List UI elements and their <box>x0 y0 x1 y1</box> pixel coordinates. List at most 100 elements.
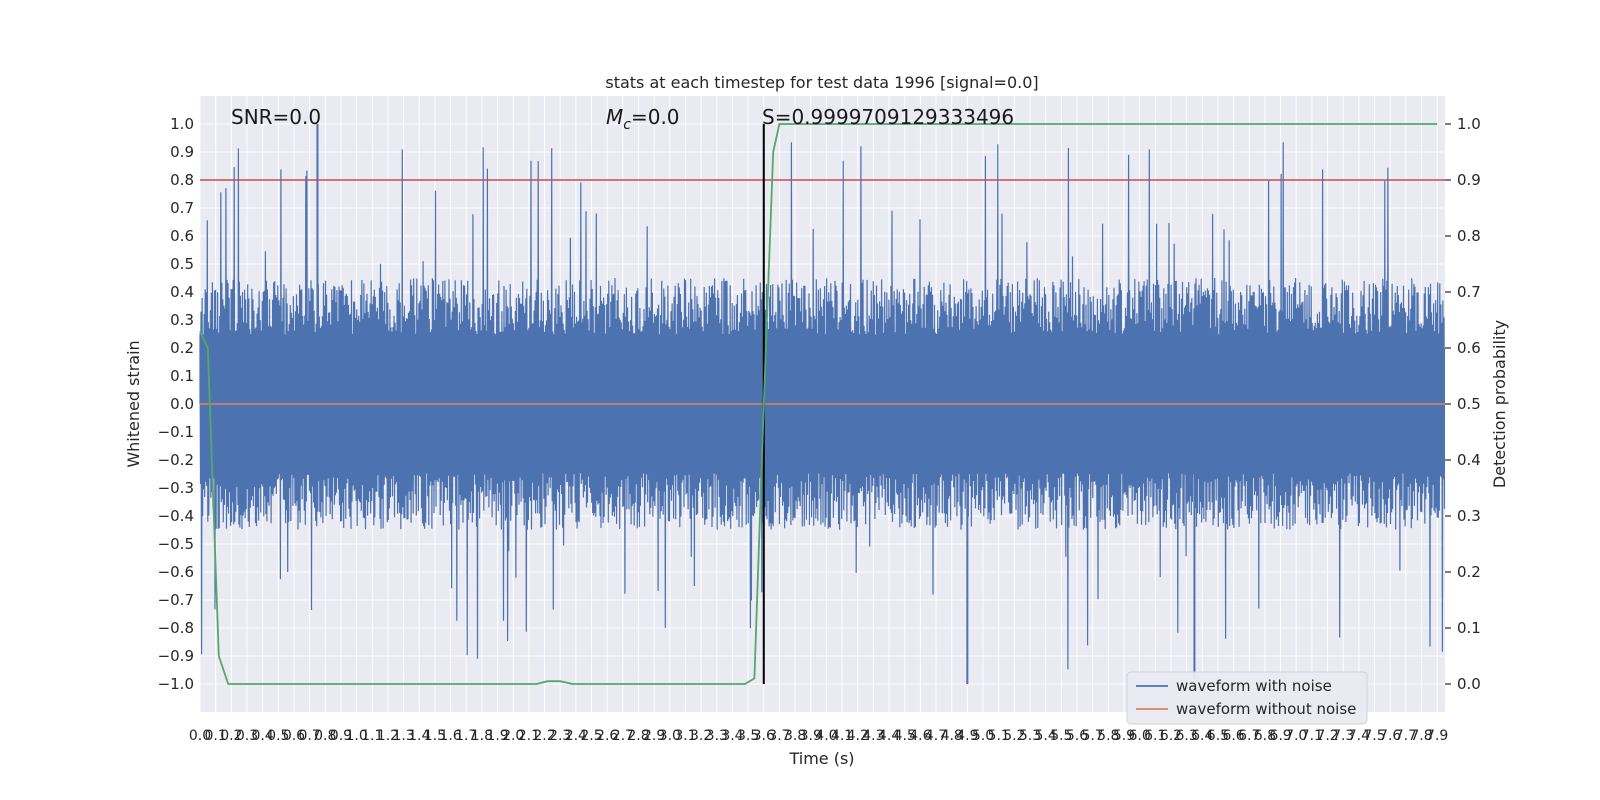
x-tick-label: 3.6 <box>753 728 775 744</box>
x-tick-label: 5.9 <box>1113 728 1135 744</box>
legend-label-noise: waveform with noise <box>1176 677 1332 695</box>
x-tick-label: 6.2 <box>1160 728 1182 744</box>
x-tick-label: 1.6 <box>439 728 461 744</box>
x-axis-label: Time (s) <box>788 749 854 768</box>
y-tick-label: −0.7 <box>158 591 194 609</box>
x-tick-label: 2.8 <box>627 728 649 744</box>
x-tick-label: 2.2 <box>533 728 555 744</box>
y2-tick-label: 0.6 <box>1457 339 1481 357</box>
x-tick-label: 4.2 <box>847 728 869 744</box>
x-tick-label: 1.9 <box>486 728 508 744</box>
legend-label-clean: waveform without noise <box>1176 700 1356 718</box>
x-tick-label: 1.1 <box>361 728 383 744</box>
y2-tick-label: 0.9 <box>1457 171 1481 189</box>
x-tick-label: 2.9 <box>643 728 665 744</box>
y-axis-label: Whitened strain <box>124 340 143 467</box>
x-tick-label: 4.3 <box>862 728 884 744</box>
y2-tick-label: 0.7 <box>1457 283 1481 301</box>
y-tick-label: 0.3 <box>170 311 194 329</box>
y-tick-label: −0.3 <box>158 479 194 497</box>
x-tick-label: 6.3 <box>1175 728 1197 744</box>
x-tick-label: 7.7 <box>1395 728 1417 744</box>
x-tick-label: 2.6 <box>596 728 618 744</box>
x-tick-label: 5.3 <box>1019 728 1041 744</box>
x-tick-label: 1.5 <box>424 728 446 744</box>
y2-tick-label: 0.0 <box>1457 675 1481 693</box>
y-tick-label: 0.5 <box>170 255 194 273</box>
series-probability-line <box>199 123 1438 685</box>
y-tick-label: −0.6 <box>158 563 194 581</box>
y2-ticks: 0.0 0.1 0.2 0.3 0.4 0.5 0.6 0.7 0.8 0.9 1.0 <box>1445 115 1481 693</box>
annotation-mc-symbol: M <box>606 105 623 129</box>
x-tick-label: 5.2 <box>1003 728 1025 744</box>
x-tick-label: 3.0 <box>659 728 681 744</box>
y2-axis-label: Detection probability <box>1490 320 1509 488</box>
x-tick-label: 3.7 <box>768 728 790 744</box>
x-tick-label: 0.8 <box>314 728 336 744</box>
x-tick-label: 3.1 <box>674 728 696 744</box>
x-tick-label: 3.3 <box>706 728 728 744</box>
series-noise-path <box>199 142 1446 670</box>
annotation-s: S=0.9999709129333496 <box>762 105 1014 129</box>
x-tick-label: 4.9 <box>956 728 978 744</box>
x-tick-label: 4.1 <box>831 728 853 744</box>
x-tick-label: 0.3 <box>236 728 258 744</box>
x-tick-label: 1.3 <box>392 728 414 744</box>
x-tick-label: 3.9 <box>800 728 822 744</box>
x-tick-label: 0.1 <box>205 728 227 744</box>
annotation-snr: SNR=0.0 <box>231 105 321 129</box>
x-tick-label: 5.7 <box>1082 728 1104 744</box>
y2-tick-label: 0.2 <box>1457 563 1481 581</box>
y-ticks: −1.0 −0.9 −0.8 −0.7 −0.6 −0.5 −0.4 −0.3 −0.2 −0.1… <box>158 115 194 693</box>
x-tick-label: 0.0 <box>189 728 211 744</box>
x-tick-label: 5.0 <box>972 728 994 744</box>
x-tick-label: 2.1 <box>518 728 540 744</box>
x-tick-label: 2.7 <box>612 728 634 744</box>
x-tick-label: 6.7 <box>1238 728 1260 744</box>
y-tick-label: −1.0 <box>158 675 194 693</box>
x-tick-label: 3.2 <box>690 728 712 744</box>
x-tick-label: 4.5 <box>894 728 916 744</box>
x-tick-label: 4.0 <box>815 728 837 744</box>
y-tick-label: −0.2 <box>158 451 194 469</box>
y-tick-label: −0.4 <box>158 507 194 525</box>
x-tick-label: 5.1 <box>988 728 1010 744</box>
y-tick-label: −0.9 <box>158 647 194 665</box>
x-tick-label: 5.8 <box>1097 728 1119 744</box>
x-tick-label: 6.6 <box>1222 728 1244 744</box>
x-tick-label: 1.8 <box>471 728 493 744</box>
x-tick-label: 0.2 <box>220 728 242 744</box>
annotation-mc-sub: c <box>623 117 631 133</box>
x-tick-label: 2.4 <box>565 728 587 744</box>
x-tick-label: 5.4 <box>1035 728 1057 744</box>
x-tick-label: 3.5 <box>737 728 759 744</box>
y-tick-label: 1.0 <box>170 115 194 133</box>
x-tick-label: 3.4 <box>721 728 743 744</box>
y-tick-label: 0.2 <box>170 339 194 357</box>
x-tick-label: 7.1 <box>1301 728 1323 744</box>
y-tick-label: 0.1 <box>170 367 194 385</box>
y-tick-label: −0.1 <box>158 423 194 441</box>
x-tick-label: 2.5 <box>580 728 602 744</box>
x-tick-label: 6.0 <box>1128 728 1150 744</box>
y2-tick-label: 0.8 <box>1457 227 1481 245</box>
x-tick-label: 5.5 <box>1050 728 1072 744</box>
x-tick-label: 6.9 <box>1269 728 1291 744</box>
series-lines <box>199 123 1445 685</box>
x-tick-label: 7.2 <box>1316 728 1338 744</box>
x-tick-label: 4.8 <box>941 728 963 744</box>
y-tick-label: 0.0 <box>170 395 194 413</box>
annotation-mc: Mc=0.0 <box>606 105 680 133</box>
x-tick-label: 2.3 <box>549 728 571 744</box>
x-tick-label: 0.6 <box>283 728 305 744</box>
y-tick-label: 0.8 <box>170 171 194 189</box>
x-tick-label: 4.7 <box>925 728 947 744</box>
legend-box <box>1126 671 1368 725</box>
x-tick-label: 0.5 <box>267 728 289 744</box>
y-tick-label: 0.7 <box>170 199 194 217</box>
x-tick-label: 6.1 <box>1144 728 1166 744</box>
x-tick-label: 4.4 <box>878 728 900 744</box>
x-tick-label: 7.6 <box>1379 728 1401 744</box>
x-tick-label: 1.0 <box>345 728 367 744</box>
x-tick-label: 0.4 <box>252 728 274 744</box>
